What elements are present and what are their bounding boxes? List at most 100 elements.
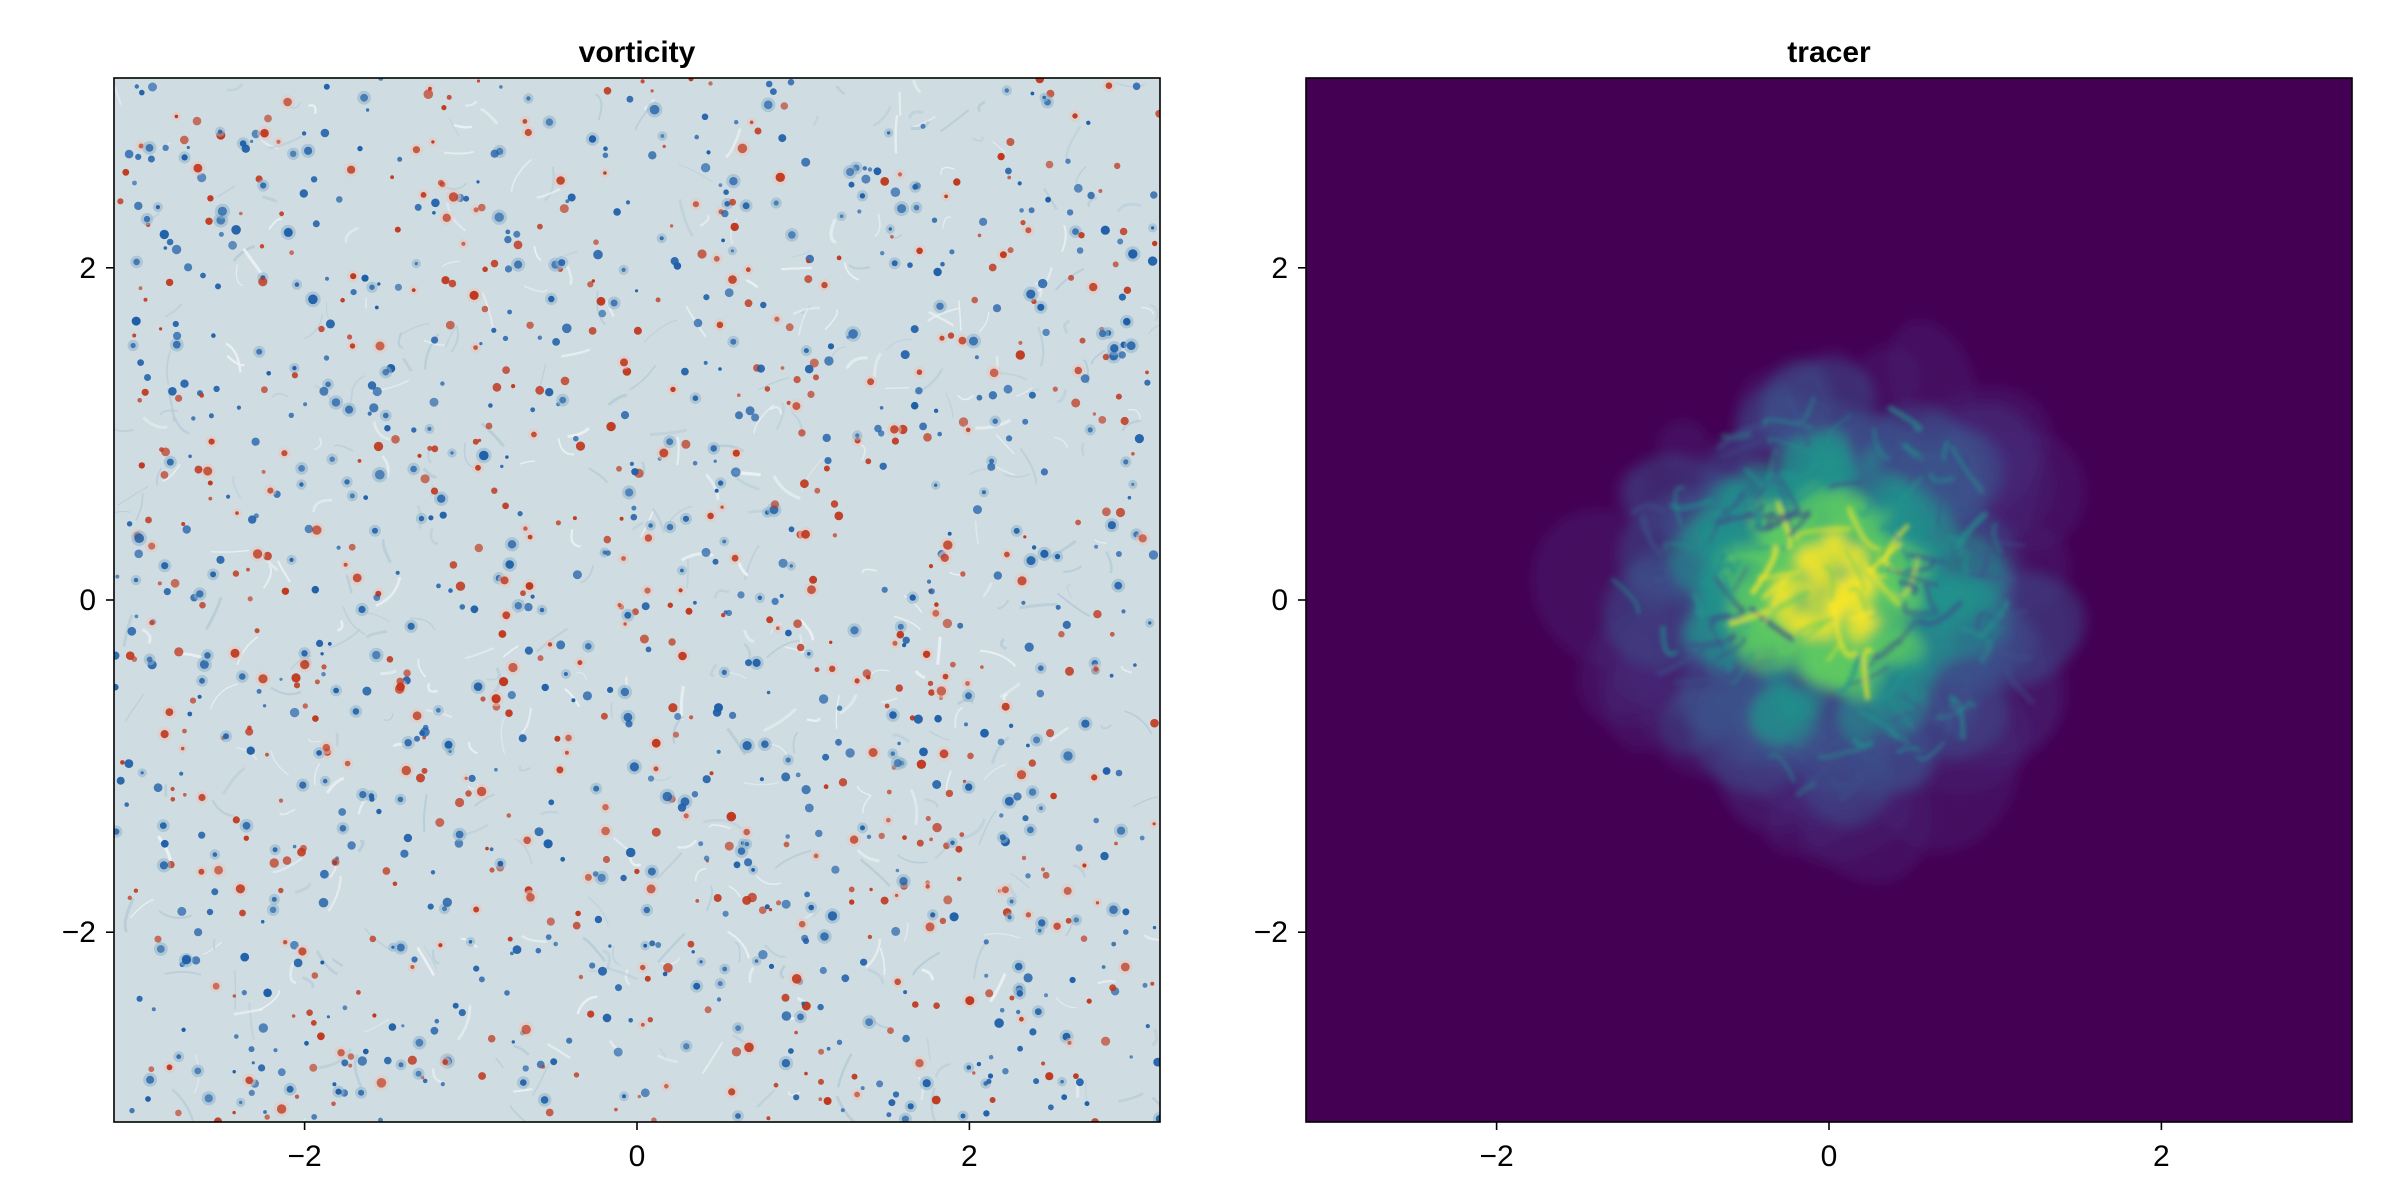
vorticity-negative-vortex — [507, 540, 517, 549]
tracer-ytick-label-1: 0 — [1271, 584, 1288, 617]
vorticity-filament — [1056, 592, 1091, 617]
vorticity-negative-vortex — [452, 1002, 459, 1009]
vorticity-positive-vortex — [260, 128, 269, 138]
tracer-filament — [1716, 423, 1765, 451]
vorticity-negative-vortex — [126, 521, 133, 527]
vorticity-positive-vortex — [697, 249, 707, 259]
vorticity-positive-vortex — [1050, 792, 1057, 800]
vorticity-positive-vortex — [160, 471, 169, 479]
vorticity-positive-vortex — [230, 648, 240, 658]
vorticity-negative-vortex — [277, 1068, 286, 1077]
vorticity-negative-vortex — [648, 523, 653, 528]
vorticity-negative-vortex — [1118, 351, 1126, 359]
vorticity-positive-vortex — [263, 551, 272, 561]
vorticity-negative-vortex — [155, 205, 160, 210]
vorticity-filament — [518, 765, 532, 772]
tracer-filament — [1957, 670, 1971, 699]
vorticity-positive-vortex — [267, 487, 274, 494]
vorticity-negative-vortex — [558, 259, 566, 267]
vorticity-negative-vortex — [965, 783, 973, 791]
vorticity-negative-vortex — [846, 168, 855, 176]
vorticity-positive-vortex — [235, 884, 245, 894]
vorticity-negative-vortex — [384, 1056, 392, 1065]
vorticity-negative-vortex — [1016, 990, 1023, 997]
vorticity-filament — [978, 810, 997, 845]
vorticity-negative-vortex — [608, 944, 612, 948]
vorticity-positive-vortex — [1114, 162, 1121, 170]
vorticity-positive-vortex — [809, 358, 819, 368]
vorticity-negative-vortex — [597, 873, 606, 882]
vorticity-negative-vortex — [723, 189, 729, 195]
vorticity-filament — [158, 142, 171, 149]
vorticity-positive-vortex — [239, 909, 246, 917]
vorticity-filament — [232, 244, 256, 262]
vorticity-filament — [333, 444, 354, 452]
vorticity-filament — [314, 762, 321, 786]
vorticity-positive-vortex — [823, 465, 830, 472]
tracer-filament — [1750, 544, 1779, 595]
vorticity-positive-vortex — [1091, 774, 1098, 781]
vorticity-positive-vortex — [814, 667, 820, 673]
vorticity-filament — [427, 450, 432, 464]
vorticity-xtick-label-2: 2 — [961, 1140, 978, 1173]
vorticity-negative-vortex — [848, 181, 855, 188]
vorticity-positive-vortex — [1115, 393, 1122, 400]
tracer-filament — [1611, 578, 1641, 615]
tracer-patch-layer-4 — [1819, 625, 1836, 642]
tracer-filament — [1929, 472, 1955, 483]
vorticity-negative-vortex — [427, 903, 434, 910]
vorticity-positive-vortex — [972, 1071, 976, 1075]
vorticity-filament — [1054, 267, 1085, 291]
vorticity-filament — [1065, 125, 1082, 160]
vorticity-negative-vortex — [145, 144, 154, 152]
vorticity-filament — [345, 574, 353, 594]
vorticity-positive-vortex — [154, 935, 162, 943]
vorticity-filament — [422, 794, 428, 833]
tracer-filament — [1754, 448, 1783, 500]
vorticity-filament — [401, 357, 413, 372]
vorticity-positive-vortex — [953, 178, 961, 186]
tracer-xtick-label-1: 0 — [1821, 1140, 1838, 1173]
vorticity-filament — [221, 766, 246, 796]
tracer-filament — [1879, 524, 1911, 565]
vorticity-filament — [1087, 196, 1098, 208]
vorticity-filament — [1127, 408, 1141, 421]
vorticity-positive-vortex — [854, 678, 860, 684]
vorticity-filament — [172, 416, 190, 435]
vorticity-positive-vortex — [830, 500, 839, 508]
vorticity-positive-vortex — [1152, 240, 1158, 247]
vorticity-positive-vortex — [1006, 138, 1015, 146]
vorticity-negative-vortex — [764, 904, 770, 910]
vorticity-positive-vortex — [601, 826, 610, 836]
vorticity-negative-vortex — [1038, 665, 1044, 671]
vorticity-negative-vortex — [1022, 815, 1029, 822]
vorticity-negative-vortex — [1028, 391, 1036, 399]
vorticity-xtick-label-0: −2 — [287, 1140, 321, 1173]
vorticity-filament — [350, 374, 366, 402]
vorticity-negative-vortex — [491, 327, 497, 333]
vorticity-negative-vortex — [181, 1027, 186, 1033]
vorticity-positive-vortex — [1063, 886, 1072, 895]
vorticity-negative-vortex — [116, 776, 125, 785]
vorticity-negative-vortex — [444, 740, 453, 749]
vorticity-positive-vortex — [299, 844, 307, 852]
vorticity-filament — [353, 1053, 363, 1088]
vorticity-positive-vortex — [869, 887, 873, 892]
vorticity-positive-vortex — [537, 223, 543, 230]
vorticity-positive-vortex — [137, 398, 142, 403]
vorticity-negative-vortex — [194, 928, 203, 937]
vorticity-positive-vortex — [474, 543, 483, 553]
vorticity-negative-vortex — [507, 309, 512, 315]
vorticity-negative-vortex — [706, 150, 711, 155]
vorticity-negative-vortex — [415, 1038, 424, 1047]
tracer-filament — [1748, 498, 1764, 529]
vorticity-negative-vortex — [1033, 736, 1041, 744]
vorticity-negative-vortex — [352, 708, 360, 715]
vorticity-negative-vortex — [965, 692, 972, 700]
vorticity-negative-vortex — [902, 636, 910, 644]
vorticity-negative-vortex — [566, 1037, 573, 1044]
vorticity-positive-vortex — [603, 171, 607, 175]
vorticity-negative-vortex — [271, 896, 277, 902]
vorticity-filament — [705, 885, 713, 912]
vorticity-positive-vortex — [713, 894, 722, 902]
